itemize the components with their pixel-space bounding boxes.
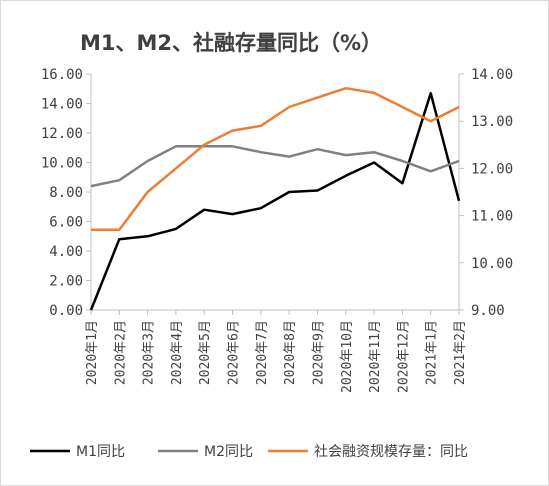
y-right-tick-label: 13.00	[471, 114, 513, 130]
x-tick-label: 2020年12月	[396, 320, 411, 393]
x-tick-label: 2020年10月	[340, 320, 355, 393]
y-left-tick-label: 8.00	[49, 185, 83, 201]
y-right-tick-label: 14.00	[471, 67, 513, 83]
y-left-tick-label: 2.00	[49, 274, 83, 290]
x-tick-label: 2020年2月	[113, 320, 128, 385]
y-right-tick-label: 11.00	[471, 209, 513, 225]
y-left-tick-label: 4.00	[49, 244, 83, 260]
x-tick-label: 2021年1月	[425, 320, 440, 385]
chart-title: M1、M2、社融存量同比（%）	[80, 31, 382, 55]
x-tick-label: 2020年11月	[368, 320, 383, 393]
y-right-tick-label: 12.00	[471, 161, 513, 177]
x-tick-label: 2020年8月	[283, 320, 298, 385]
y-left-tick-label: 12.00	[41, 126, 83, 142]
legend-label-1: M1同比	[76, 444, 125, 460]
legend-label-2: M2同比	[204, 444, 253, 460]
y-left-tick-label: 10.00	[41, 156, 83, 172]
x-tick-label: 2020年6月	[227, 320, 242, 385]
y-left-tick-label: 14.00	[41, 97, 83, 113]
x-tick-label: 2020年9月	[311, 320, 326, 385]
series-line-3	[91, 86, 460, 232]
x-tick-label: 2020年3月	[142, 320, 157, 385]
y-left-tick-label: 16.00	[41, 67, 83, 83]
series-line-1	[89, 91, 461, 311]
y-left-tick-label: 6.00	[49, 215, 83, 231]
x-tick-label: 2020年1月	[85, 320, 100, 385]
series-line-2	[90, 145, 460, 188]
legend-label-3: 社会融资规模存量：同比	[314, 444, 468, 460]
y-left-tick-label: 0.00	[49, 303, 83, 319]
x-tick-label: 2020年5月	[198, 320, 213, 385]
y-right-tick-label: 10.00	[471, 256, 513, 272]
x-tick-label: 2020年4月	[170, 320, 185, 385]
y-right-tick-label: 9.00	[471, 303, 505, 319]
x-tick-label: 2021年2月	[453, 320, 468, 385]
x-tick-label: 2020年7月	[255, 320, 270, 385]
